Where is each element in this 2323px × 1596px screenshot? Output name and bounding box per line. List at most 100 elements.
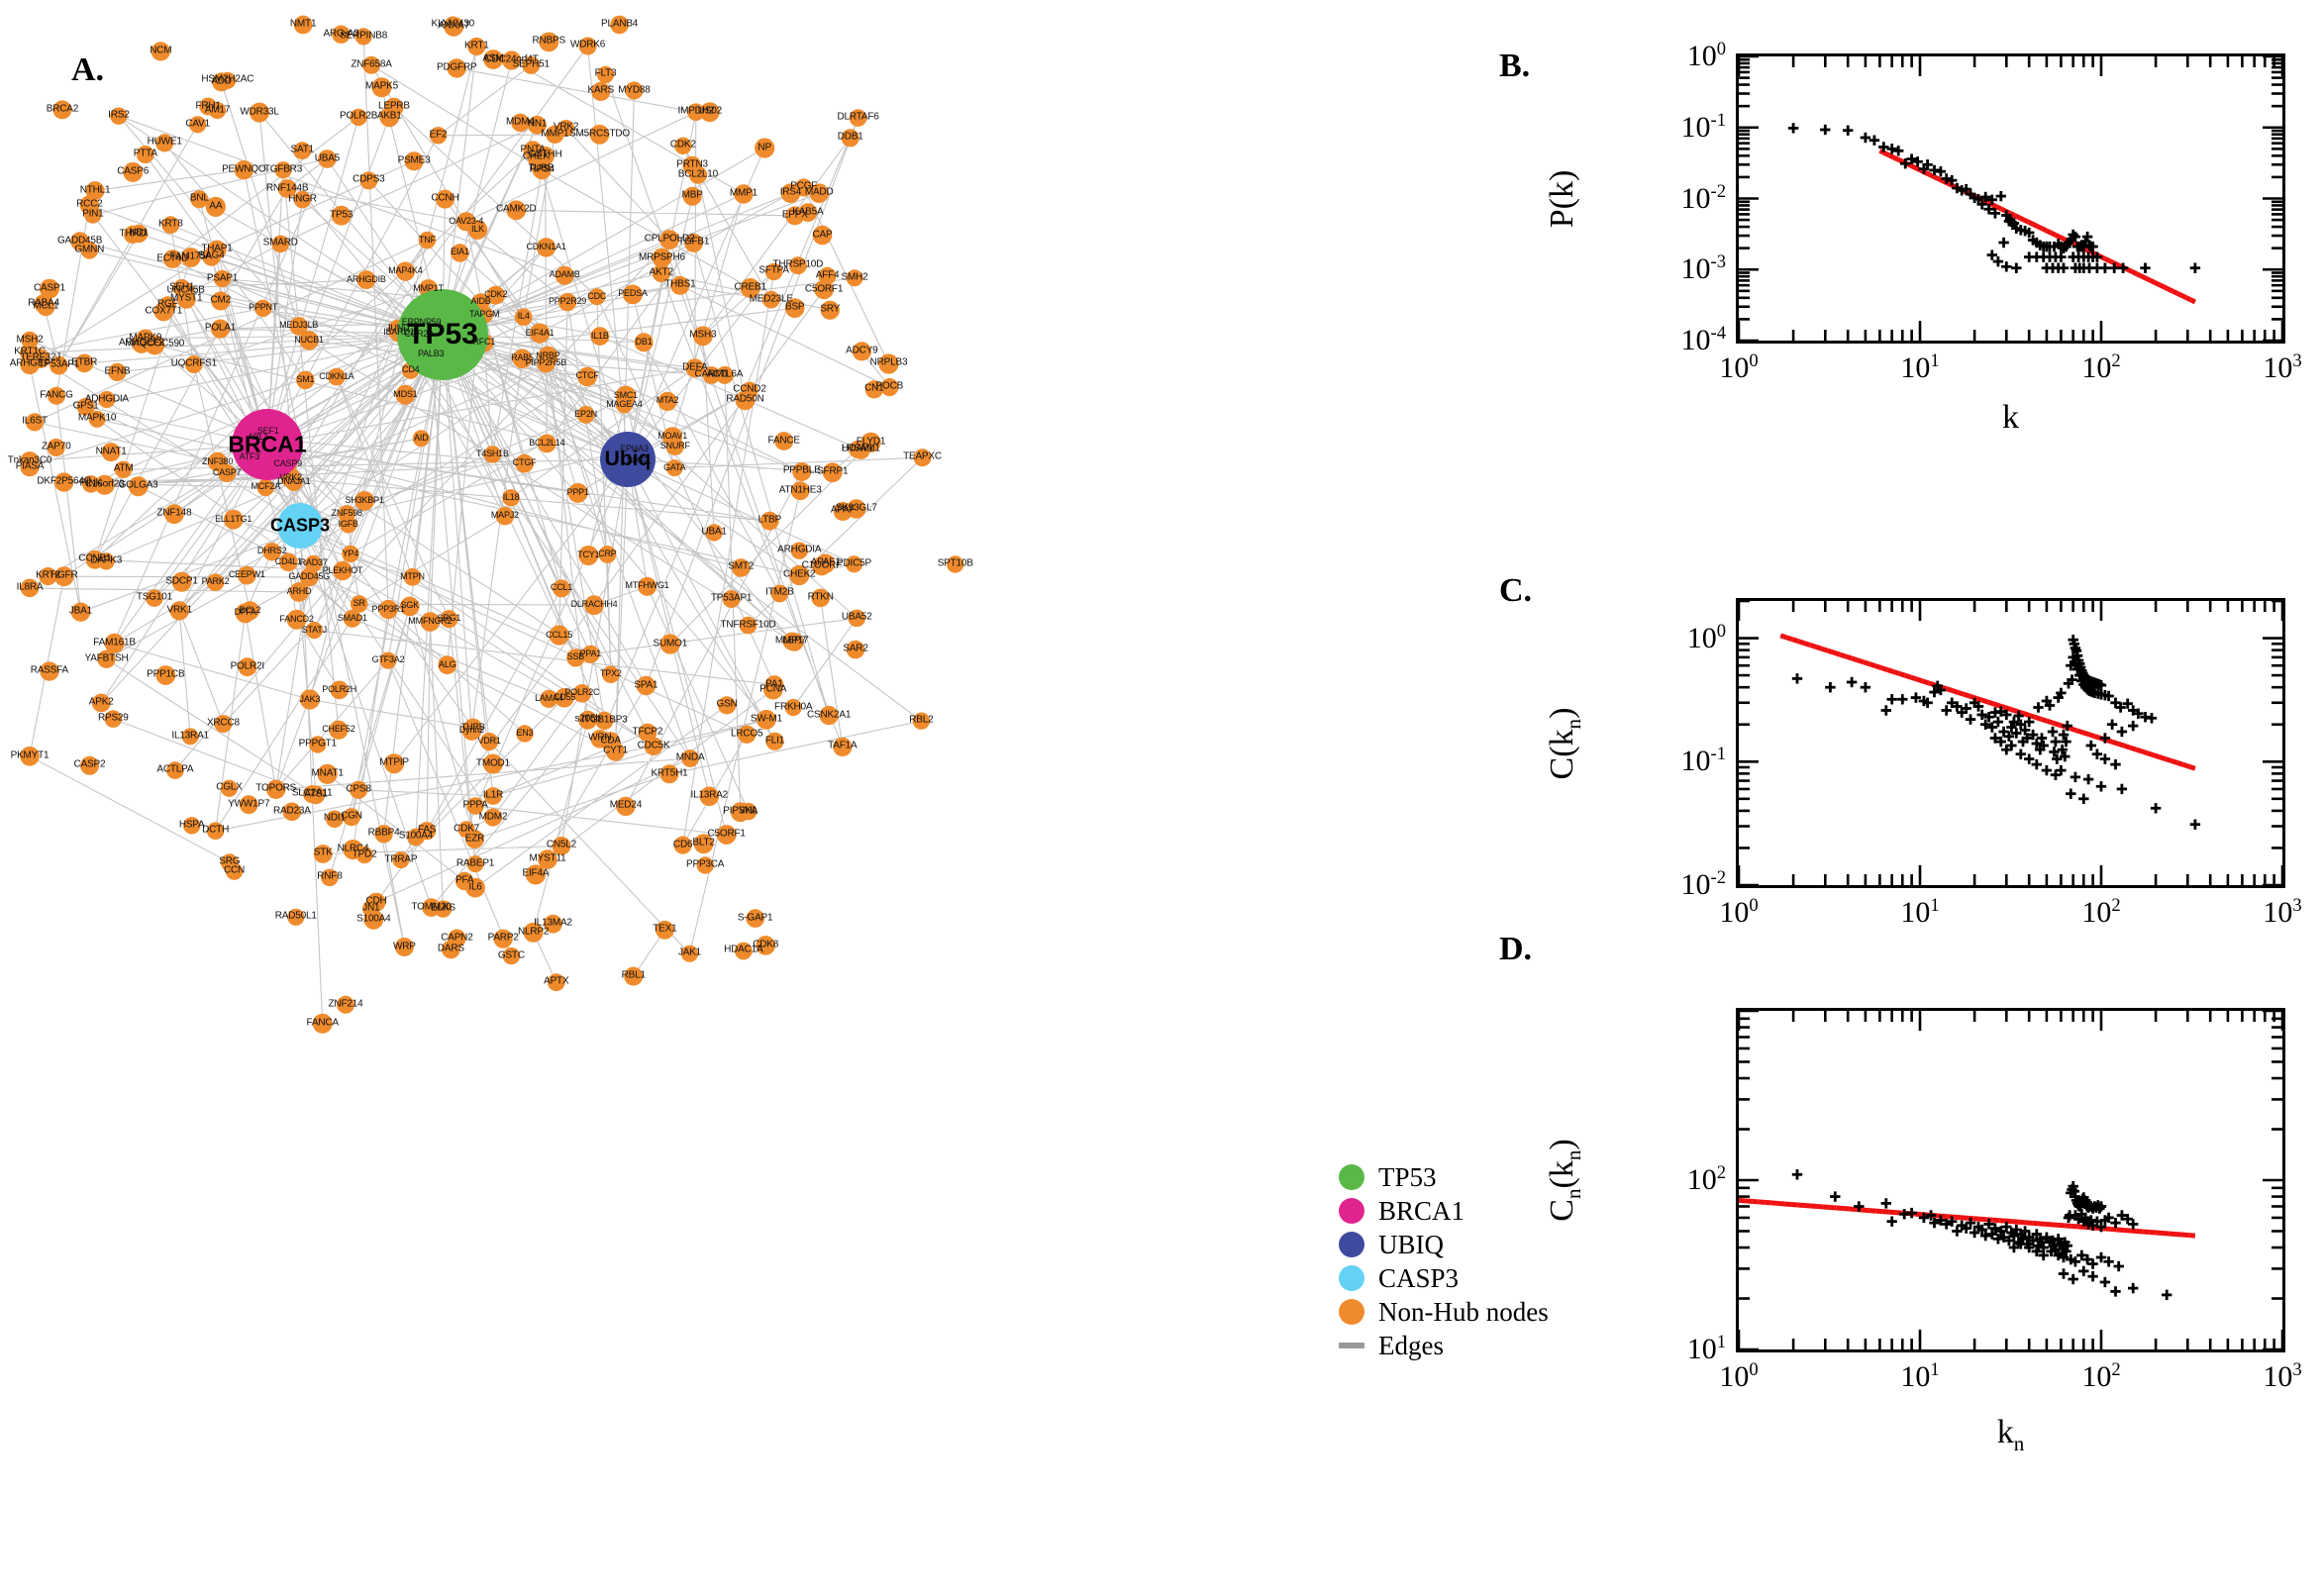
network-node[interactable] xyxy=(784,633,804,651)
network-node[interactable] xyxy=(693,326,713,347)
network-node[interactable] xyxy=(213,269,232,288)
network-node[interactable] xyxy=(652,248,672,268)
network-node[interactable] xyxy=(88,410,106,428)
network-node[interactable] xyxy=(329,720,349,740)
network-node[interactable] xyxy=(362,55,381,74)
network-node[interactable] xyxy=(305,622,323,640)
network-node[interactable] xyxy=(780,183,801,203)
network-node[interactable] xyxy=(532,160,552,180)
network-node[interactable] xyxy=(705,524,723,542)
network-node[interactable] xyxy=(528,115,547,135)
network-node[interactable] xyxy=(313,845,333,863)
network-node[interactable] xyxy=(687,103,705,121)
network-node[interactable] xyxy=(289,582,309,602)
network-node[interactable] xyxy=(486,285,506,305)
network-node[interactable] xyxy=(602,665,620,684)
network-node[interactable] xyxy=(659,230,679,249)
network-node[interactable] xyxy=(634,333,654,352)
network-node[interactable] xyxy=(846,269,863,287)
network-node[interactable] xyxy=(212,72,232,92)
network-hub-node-casp3[interactable] xyxy=(277,503,323,549)
network-node[interactable] xyxy=(501,50,522,70)
network-node[interactable] xyxy=(190,190,209,209)
network-node[interactable] xyxy=(544,914,562,934)
network-node[interactable] xyxy=(722,590,741,608)
network-node[interactable] xyxy=(674,137,692,154)
network-node[interactable] xyxy=(447,58,466,78)
network-node[interactable] xyxy=(591,81,611,101)
network-hub-node-brca1[interactable] xyxy=(232,409,303,480)
network-node[interactable] xyxy=(466,855,484,873)
network-node[interactable] xyxy=(162,249,182,268)
network-node[interactable] xyxy=(189,116,207,134)
network-node[interactable] xyxy=(183,817,201,835)
network-node[interactable] xyxy=(912,712,931,730)
network-node[interactable] xyxy=(549,625,569,646)
network-node[interactable] xyxy=(567,482,588,503)
network-node[interactable] xyxy=(136,146,154,163)
network-node[interactable] xyxy=(515,453,534,473)
network-node[interactable] xyxy=(317,763,338,784)
network-node[interactable] xyxy=(578,710,597,730)
network-node[interactable] xyxy=(312,1013,333,1034)
network-node[interactable] xyxy=(180,248,201,267)
network-node[interactable] xyxy=(266,779,286,799)
network-node[interactable] xyxy=(254,299,272,318)
network-node[interactable] xyxy=(790,542,808,559)
network-node[interactable] xyxy=(851,440,870,459)
network-node[interactable] xyxy=(238,657,257,677)
network-node[interactable] xyxy=(822,462,843,483)
network-node[interactable] xyxy=(682,155,702,175)
network-node[interactable] xyxy=(235,603,255,624)
network-node[interactable] xyxy=(286,609,307,630)
network-node[interactable] xyxy=(682,186,702,206)
network-node[interactable] xyxy=(480,733,499,751)
network-node[interactable] xyxy=(848,609,865,628)
network-node[interactable] xyxy=(206,573,225,592)
network-hub-node-ubiq[interactable] xyxy=(600,432,656,487)
network-node[interactable] xyxy=(576,406,595,424)
network-node[interactable] xyxy=(293,142,312,160)
network-node[interactable] xyxy=(584,595,604,616)
network-node[interactable] xyxy=(176,282,195,300)
network-node[interactable] xyxy=(343,609,361,628)
network-node[interactable] xyxy=(343,808,360,827)
network-node[interactable] xyxy=(761,290,780,309)
network-node[interactable] xyxy=(181,728,199,746)
network-node[interactable] xyxy=(136,329,154,348)
network-node[interactable] xyxy=(161,216,180,235)
network-node[interactable] xyxy=(418,822,437,841)
network-node[interactable] xyxy=(80,755,99,775)
network-node[interactable] xyxy=(502,947,521,965)
network-node[interactable] xyxy=(374,825,393,844)
network-node[interactable] xyxy=(735,390,756,411)
network-node[interactable] xyxy=(638,723,657,743)
network-node[interactable] xyxy=(262,543,281,561)
network-node[interactable] xyxy=(665,459,683,477)
network-node[interactable] xyxy=(151,42,170,61)
network-node[interactable] xyxy=(371,77,392,98)
network-node[interactable] xyxy=(110,107,128,125)
network-node[interactable] xyxy=(812,225,833,246)
network-node[interactable] xyxy=(465,877,485,898)
network-node[interactable] xyxy=(448,929,466,948)
network-node[interactable] xyxy=(864,380,883,399)
network-node[interactable] xyxy=(293,190,312,209)
network-node[interactable] xyxy=(746,909,764,928)
network-node[interactable] xyxy=(350,595,368,613)
network-node[interactable] xyxy=(785,206,805,226)
network-node[interactable] xyxy=(522,55,541,74)
network-node[interactable] xyxy=(20,578,40,598)
network-node[interactable] xyxy=(128,476,149,497)
network-node[interactable] xyxy=(493,929,513,948)
network-node[interactable] xyxy=(435,189,454,209)
network-node[interactable] xyxy=(841,129,859,148)
network-node[interactable] xyxy=(392,851,410,869)
network-node[interactable] xyxy=(289,317,309,336)
network-node[interactable] xyxy=(623,284,643,305)
network-node[interactable] xyxy=(820,300,840,320)
network-node[interactable] xyxy=(465,830,484,848)
network-node[interactable] xyxy=(833,737,853,757)
network-node[interactable] xyxy=(759,511,779,531)
network-node[interactable] xyxy=(577,366,597,387)
